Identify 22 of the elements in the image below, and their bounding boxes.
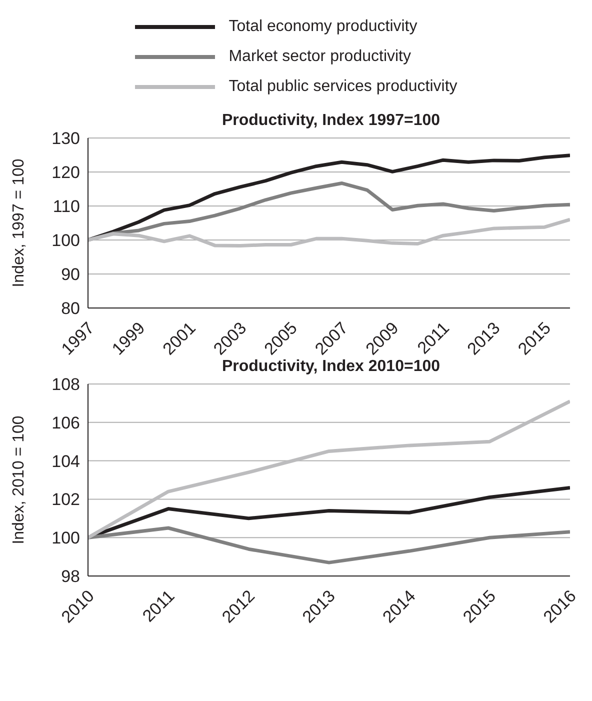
y-tick-label: 104	[52, 452, 80, 471]
legend-label: Total public services productivity	[228, 78, 458, 96]
y-tick-label: 80	[61, 299, 80, 318]
y-tick-label: 102	[52, 490, 80, 510]
y-tick-label: 90	[61, 265, 80, 284]
y-axis-title: Index, 1997 = 100	[10, 158, 28, 288]
y-tick-label: 106	[52, 413, 80, 432]
line-series	[88, 400, 570, 540]
line-series	[88, 218, 570, 248]
y-tick-label: 110	[52, 197, 80, 216]
y-tick-label: 100	[52, 528, 80, 548]
chart-title: Productivity, Index 2010=100	[220, 358, 442, 376]
y-tick-label: 130	[52, 129, 80, 148]
legend-label: Market sector productivity	[228, 48, 411, 66]
y-tick-label: 98	[61, 567, 80, 586]
y-tick-label: 100	[52, 231, 80, 250]
chart-title: Productivity, Index 1997=100	[220, 112, 442, 130]
y-tick-label: 120	[52, 163, 80, 182]
y-tick-label: 108	[52, 375, 80, 394]
line-series	[88, 526, 570, 564]
legend-label: Total economy productivity	[228, 18, 418, 36]
y-axis-title: Index, 2010 = 100	[10, 416, 28, 544]
